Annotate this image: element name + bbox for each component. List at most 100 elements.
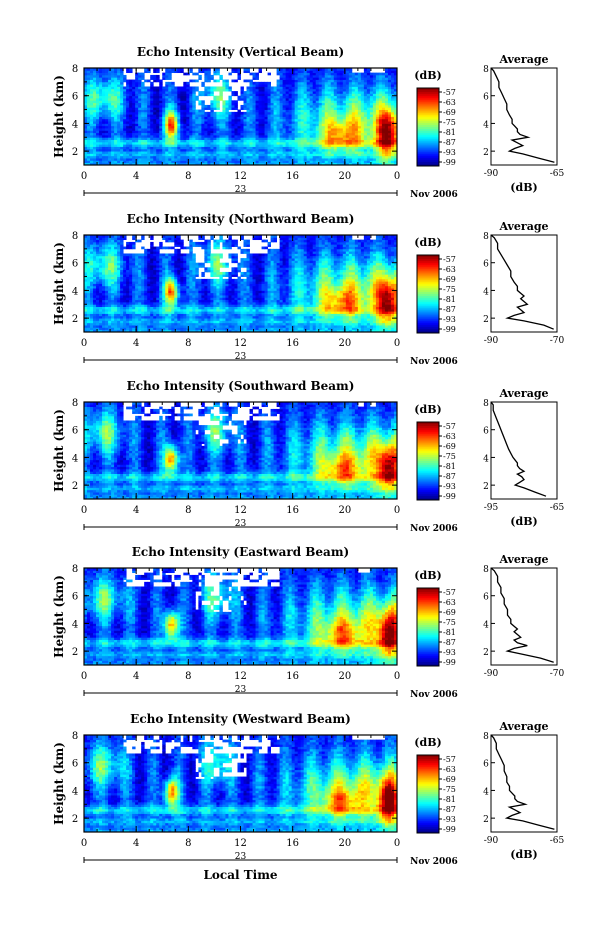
heatmap-cell (201, 158, 205, 161)
heatmap-cell (135, 318, 139, 321)
heatmap-cell (159, 98, 163, 101)
heatmap-cell (117, 128, 121, 131)
heatmap-cell (387, 128, 392, 131)
heatmap-cell (108, 102, 112, 106)
heatmap-cell (135, 271, 139, 275)
heatmap-cell (105, 244, 109, 247)
heatmap-cell (165, 141, 169, 145)
heatmap-cell (171, 98, 175, 101)
heatmap-cell (111, 114, 115, 117)
heatmap-cell (105, 100, 109, 104)
heatmap-cell (90, 111, 94, 115)
heatmap-cell (132, 109, 136, 113)
heatmap-cell (96, 292, 100, 296)
heatmap-cell (129, 292, 133, 296)
heatmap-cell (180, 102, 184, 106)
heatmap-cell (360, 125, 365, 129)
heatmap-cell (306, 123, 311, 127)
heatmap-cell (93, 86, 97, 90)
heatmap-cell (153, 151, 157, 154)
heatmap-cell (381, 109, 386, 113)
heatmap-cell (249, 81, 253, 85)
heatmap-cell (285, 128, 290, 131)
heatmap-cell (252, 155, 256, 159)
heatmap-cell (114, 320, 118, 324)
heatmap-cell (135, 137, 139, 140)
heatmap-cell (267, 144, 271, 147)
heatmap-cell (189, 100, 193, 104)
heatmap-cell (345, 118, 350, 122)
heatmap-cell (339, 155, 344, 159)
heatmap-cell (123, 148, 127, 152)
heatmap-cell (255, 88, 259, 92)
heatmap-cell (360, 153, 365, 157)
heatmap-cell (123, 141, 127, 145)
heatmap-cell (390, 93, 395, 97)
heatmap-cell (114, 329, 118, 333)
heatmap-cell (144, 155, 148, 159)
heatmap-cell (108, 151, 112, 154)
heatmap-cell (90, 265, 94, 268)
heatmap-cell (87, 248, 91, 252)
heatmap-cell (252, 102, 256, 106)
heatmap-cell (282, 130, 287, 134)
heatmap-cell (138, 327, 142, 331)
heatmap-cell (96, 306, 100, 310)
heatmap-cell (192, 132, 196, 136)
x-tick-label: 16 (286, 171, 299, 182)
heatmap-cell (213, 141, 217, 145)
heatmap-cell (108, 260, 112, 264)
heatmap-cell (117, 153, 121, 157)
heatmap-cell (84, 98, 88, 101)
heatmap-cell (99, 102, 103, 106)
heatmap-cell (177, 146, 181, 150)
heatmap-cell (141, 91, 145, 94)
heatmap-cell (198, 132, 202, 136)
heatmap-cell (384, 114, 389, 117)
heatmap-cell (369, 139, 374, 143)
heatmap-cell (294, 146, 299, 150)
heatmap-cell (114, 79, 118, 83)
heatmap-cell (345, 146, 350, 150)
heatmap-cell (144, 70, 148, 74)
heatmap-cell (153, 77, 157, 80)
heatmap-cell (381, 116, 386, 120)
heatmap-cell (372, 132, 377, 136)
heatmap-cell (318, 139, 323, 143)
heatmap-cell (168, 93, 172, 97)
heatmap-cell (105, 301, 109, 305)
heatmap-cell (180, 137, 184, 140)
heatmap-cell (105, 77, 109, 80)
heatmap-cell (96, 329, 100, 333)
heatmap-cell (201, 102, 205, 106)
heatmap-cell (228, 130, 232, 134)
heatmap-cell (393, 137, 398, 140)
heatmap-cell (162, 148, 166, 152)
heatmap-cell (330, 146, 335, 150)
heatmap-cell (390, 72, 395, 76)
heatmap-cell (213, 162, 217, 166)
heatmap-cell (288, 146, 293, 150)
day-label: 23 (235, 185, 247, 195)
heatmap-cell (108, 98, 112, 101)
heatmap-cell (387, 116, 392, 120)
heatmap-cell (126, 297, 130, 301)
heatmap-cell (138, 308, 142, 312)
heatmap-cell (189, 102, 193, 106)
heatmap-cell (183, 148, 187, 152)
heatmap-cell (384, 77, 389, 80)
heatmap-cell (297, 68, 302, 71)
heatmap-cell (165, 95, 169, 99)
heatmap-cell (114, 70, 118, 74)
heatmap-cell (390, 130, 395, 134)
heatmap-cell (252, 111, 256, 115)
heatmap-cell (282, 146, 287, 150)
heatmap-cell (354, 148, 359, 152)
heatmap-cell (120, 306, 124, 310)
heatmap-cell (141, 160, 145, 164)
heatmap-cell (390, 139, 395, 143)
heatmap-cell (87, 158, 91, 161)
heatmap-cell (96, 260, 100, 264)
heatmap-cell (393, 139, 398, 143)
heatmap-cell (141, 329, 145, 333)
